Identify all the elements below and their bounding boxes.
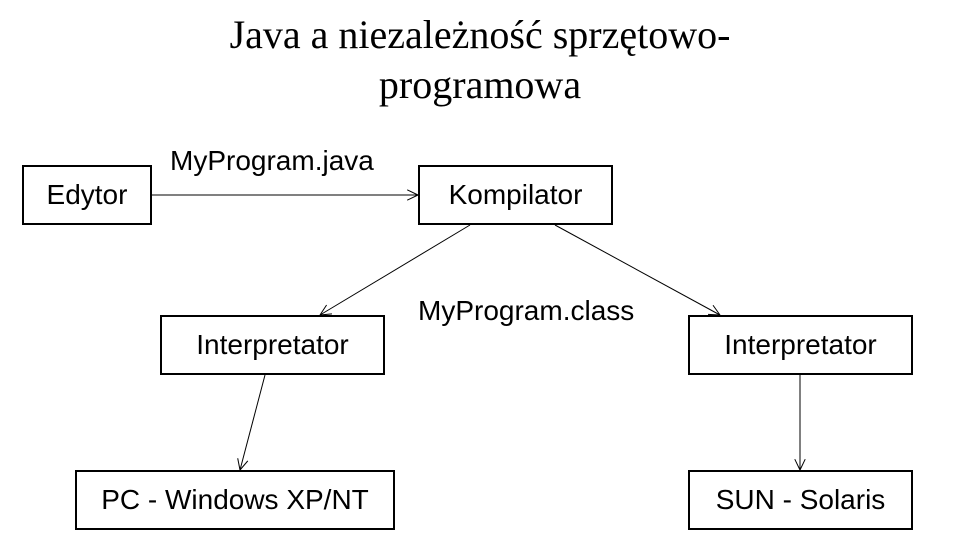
edge-label-myprogram-java: MyProgram.java	[170, 145, 374, 177]
edge-label-myprogram-class: MyProgram.class	[418, 295, 634, 327]
node-sun-label: SUN - Solaris	[716, 484, 886, 516]
node-pc-label: PC - Windows XP/NT	[101, 484, 369, 516]
node-interp-right-label: Interpretator	[724, 329, 877, 361]
diagram-title: Java a niezależność sprzętowo- programow…	[0, 10, 960, 110]
node-interpretator-left: Interpretator	[160, 315, 385, 375]
node-pc-windows: PC - Windows XP/NT	[75, 470, 395, 530]
node-sun-solaris: SUN - Solaris	[688, 470, 913, 530]
node-interpretator-right: Interpretator	[688, 315, 913, 375]
title-line-1: Java a niezależność sprzętowo-	[230, 12, 731, 57]
node-edytor-label: Edytor	[47, 179, 128, 211]
node-kompilator: Kompilator	[418, 165, 613, 225]
node-interp-left-label: Interpretator	[196, 329, 349, 361]
node-edytor: Edytor	[22, 165, 152, 225]
node-kompilator-label: Kompilator	[449, 179, 583, 211]
title-line-2: programowa	[379, 62, 581, 107]
